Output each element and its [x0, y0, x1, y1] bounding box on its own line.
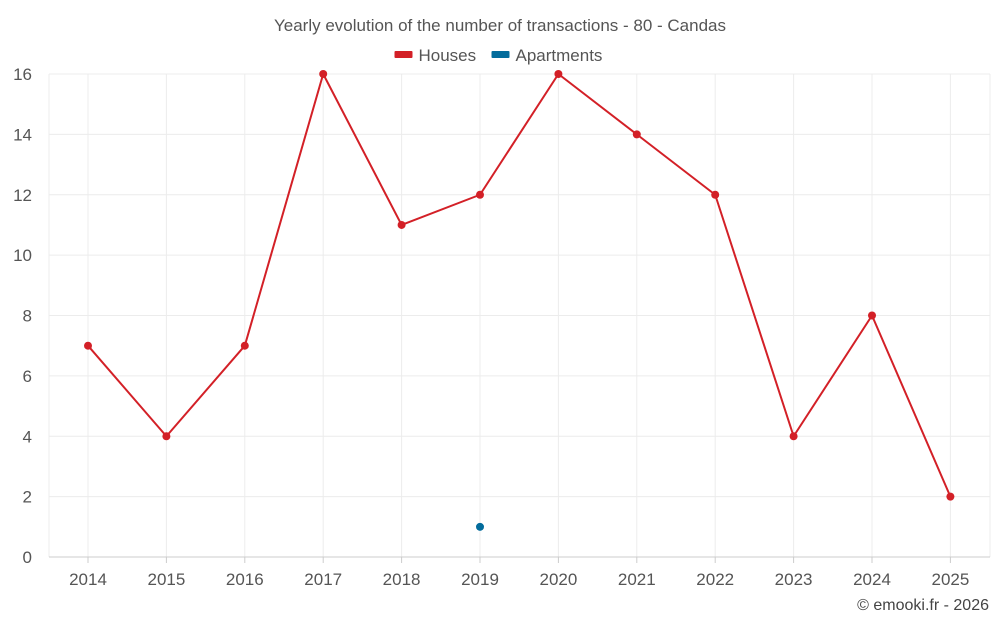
- data-point-houses[interactable]: [319, 70, 328, 78]
- axes: 0 2 4 6 8 10 12 14 16 2014 2015 2016 2017 2018 2019 202…: [13, 65, 990, 589]
- data-point-houses[interactable]: [711, 190, 720, 199]
- chart-title: Yearly evolution of the number of transa…: [274, 16, 726, 35]
- legend-label: Houses: [419, 46, 477, 65]
- data-point-houses[interactable]: [946, 492, 955, 501]
- series-line-houses: [87, 73, 952, 498]
- x-tick-label: 2021: [618, 570, 656, 589]
- x-tick-label: 2019: [461, 570, 499, 589]
- data-point-houses[interactable]: [789, 432, 798, 441]
- x-tick-label: 2016: [226, 570, 264, 589]
- series: [84, 70, 955, 531]
- x-tick-label: 2018: [383, 570, 421, 589]
- y-tick-label: 14: [13, 125, 32, 144]
- credit-text: © emooki.fr - 2026: [857, 597, 989, 614]
- series-houses: [84, 70, 955, 501]
- y-tick-label: 6: [23, 367, 32, 386]
- y-tick-label: 0: [23, 548, 32, 567]
- grid: [48, 73, 991, 557]
- x-tick-label: 2017: [304, 570, 342, 589]
- legend-item-houses[interactable]: Houses: [394, 46, 477, 65]
- x-tick-label: 2022: [696, 570, 734, 589]
- data-point-houses[interactable]: [476, 190, 484, 199]
- data-point-houses[interactable]: [84, 341, 92, 350]
- data-point-houses[interactable]: [240, 341, 249, 350]
- y-tick-label: 12: [13, 186, 32, 205]
- legend-item-apartments[interactable]: Apartments: [491, 46, 603, 65]
- y-tick-label: 10: [13, 246, 32, 265]
- data-point-apartments[interactable]: [476, 522, 484, 531]
- data-point-houses[interactable]: [162, 432, 171, 441]
- data-point-houses[interactable]: [397, 220, 406, 229]
- x-tick-label: 2020: [539, 570, 577, 589]
- legend-swatch: [394, 51, 413, 58]
- y-tick-label: 16: [13, 65, 32, 84]
- y-tick-label: 8: [23, 307, 32, 326]
- legend-label: Apartments: [516, 46, 603, 65]
- x-tick-label: 2015: [147, 570, 185, 589]
- data-point-houses[interactable]: [632, 130, 641, 139]
- series-apartments: [476, 522, 484, 531]
- x-tick-label: 2023: [775, 570, 813, 589]
- x-tick-label: 2024: [853, 570, 891, 589]
- x-tick-label: 2014: [69, 570, 107, 589]
- y-tick-label: 2: [23, 488, 32, 507]
- legend-swatch: [491, 51, 510, 58]
- legend[interactable]: Houses Apartments: [394, 46, 603, 65]
- data-point-houses[interactable]: [868, 311, 876, 320]
- x-tick-label: 2025: [931, 570, 969, 589]
- y-tick-label: 4: [23, 427, 32, 446]
- data-point-houses[interactable]: [554, 70, 563, 78]
